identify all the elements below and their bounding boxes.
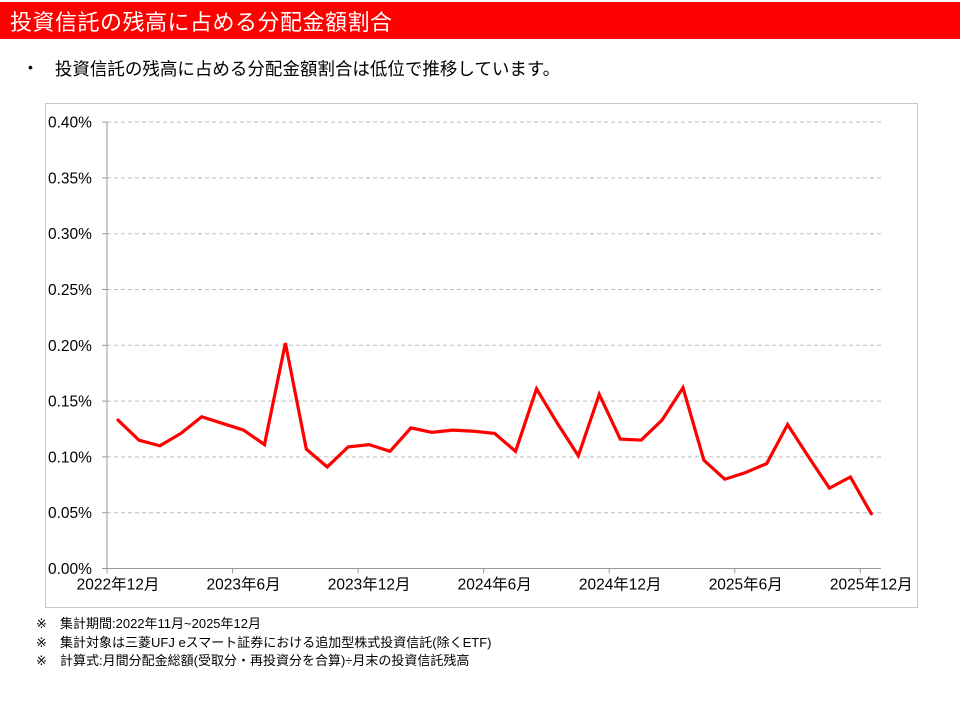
x-tick-label: 2023年12月 — [328, 576, 411, 594]
series-line — [116, 342, 873, 516]
x-tick-label: 2025年12月 — [830, 576, 913, 594]
footnote-text: 集計対象は三菱UFJ eスマート証券における追加型株式投資信託(除くETF) — [60, 634, 492, 650]
y-tick-label: 0.30% — [48, 226, 92, 243]
bullet-marker: • — [28, 59, 33, 75]
y-tick-label: 0.20% — [48, 338, 92, 355]
distribution-ratio-line-chart: 0.00% 0.05% 0.10% 0.15% 0.20% 0.25% 0.30% 0.35%… — [48, 115, 913, 594]
y-tick-label: 0.35% — [48, 170, 92, 187]
summary-bullet-line: • 投資信託の残高に占める分配金額割合は低位で推移しています。 — [28, 56, 928, 81]
x-tick-label: 2025年6月 — [709, 576, 783, 594]
footnotes: ※ 集計期間:2022年11月~2025年12月 ※ 集計対象は三菱UFJ eス… — [36, 615, 492, 671]
x-tick-label: 2024年6月 — [458, 576, 532, 594]
footnote-marker: ※ — [36, 634, 47, 650]
y-tick-label: 0.10% — [48, 449, 92, 466]
footnote-row: ※ 集計対象は三菱UFJ eスマート証券における追加型株式投資信託(除くETF) — [36, 634, 492, 653]
y-tick-label: 0.15% — [48, 394, 92, 411]
y-tick-label: 0.05% — [48, 505, 92, 522]
summary-text: 投資信託の残高に占める分配金額割合は低位で推移しています。 — [54, 59, 561, 79]
y-tick-label: 0.00% — [48, 561, 92, 578]
title-bar: 投資信託の残高に占める分配金額割合 — [0, 2, 960, 39]
x-tick-label: 2024年12月 — [579, 576, 662, 594]
footnote-marker: ※ — [36, 653, 47, 668]
chart-area: 0.00% 0.05% 0.10% 0.15% 0.20% 0.25% 0.30% 0.35%… — [45, 103, 918, 608]
y-tick-label: 0.25% — [48, 282, 92, 299]
y-tick-label: 0.40% — [48, 115, 92, 132]
footnote-row: ※ 集計期間:2022年11月~2025年12月 — [36, 615, 492, 634]
page-title: 投資信託の残高に占める分配金額割合 — [10, 9, 393, 35]
footnote-row: ※ 計算式:月間分配金総額(受取分・再投資分を合算)÷月末の投資信託残高 — [36, 652, 492, 671]
footnote-marker: ※ — [36, 616, 47, 631]
x-tick-label: 2023年6月 — [206, 576, 280, 594]
x-tick-label: 2022年12月 — [77, 576, 160, 594]
footnote-text: 集計期間:2022年11月~2025年12月 — [60, 616, 261, 631]
footnote-text: 計算式:月間分配金総額(受取分・再投資分を合算)÷月末の投資信託残高 — [60, 653, 470, 668]
